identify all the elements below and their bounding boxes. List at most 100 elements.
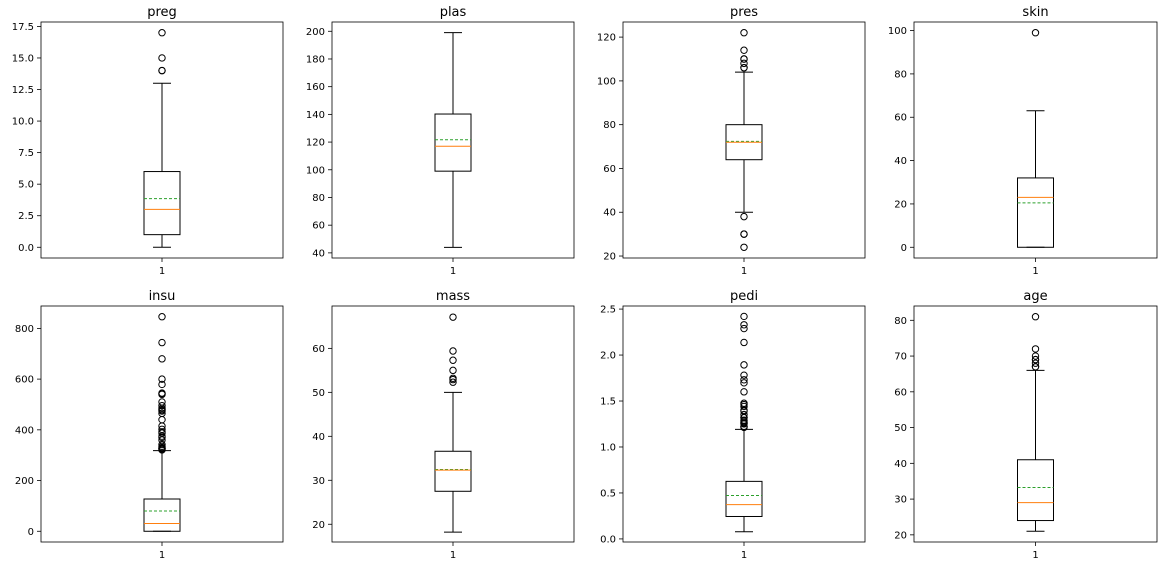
y-tick-label: 30: [894, 495, 907, 506]
y-tick-label: 800: [15, 324, 34, 335]
outlier-point: [158, 375, 166, 383]
y-tick-label: 100: [306, 165, 325, 176]
outlier-point: [740, 416, 748, 424]
outlier-point: [158, 54, 166, 62]
axes-frame: [331, 305, 575, 543]
outlier-point: [1031, 355, 1040, 364]
iqr-box: [143, 171, 181, 236]
y-tick-label: 600: [15, 375, 34, 386]
y-tick-label: 140: [306, 110, 325, 121]
outlier-point: [449, 378, 457, 386]
y-tick-label: 5.0: [18, 180, 34, 191]
y-tick-label: 40: [603, 208, 616, 219]
outlier-point: [740, 59, 748, 68]
x-tick-label: 1: [450, 550, 456, 561]
y-tick-label: 60: [312, 344, 325, 355]
y-tick-label: 120: [597, 33, 616, 44]
axes-frame: [622, 305, 866, 543]
x-tick-label: 1: [1032, 550, 1038, 561]
axes-frame: [331, 21, 575, 259]
outlier-point: [740, 321, 748, 329]
outlier-point: [158, 415, 166, 424]
y-tick-label: 400: [15, 425, 34, 436]
outlier-point: [740, 388, 748, 396]
outlier-point: [740, 399, 748, 407]
y-tick-label: 2.5: [18, 211, 34, 222]
y-tick-label: 20: [894, 530, 907, 541]
y-tick-label: 200: [306, 27, 325, 38]
y-tick-label: 70: [894, 352, 907, 363]
y-tick-label: 80: [312, 193, 325, 204]
outlier-point: [1031, 29, 1040, 37]
outlier-point: [1031, 359, 1040, 367]
iqr-box: [434, 450, 472, 492]
y-tick-label: 80: [603, 120, 616, 131]
outlier-point: [158, 440, 166, 449]
outlier-point: [740, 324, 748, 333]
axes-frame: [40, 21, 284, 259]
subplot-title: pedi: [730, 289, 758, 304]
y-tick-label: 160: [306, 82, 325, 93]
x-tick-label: 1: [1032, 266, 1038, 277]
outlier-point: [740, 46, 748, 54]
subplot-age: age 20 30 40 50 60 70 80 1: [894, 289, 1158, 561]
x-tick-label: 1: [159, 266, 165, 277]
y-tick-label: 60: [894, 113, 907, 124]
subplot-title: mass: [436, 289, 470, 304]
y-tick-label: 20: [312, 520, 325, 531]
outlier-point: [740, 243, 748, 251]
outlier-point: [158, 428, 166, 436]
subplot-pres: pres 20 40 60 80 100 120 1: [597, 5, 866, 277]
iqr-box: [434, 113, 472, 172]
subplot-pedi: pedi 0.0 0.5 1.0 1.5 2.0 2.5 1: [600, 289, 866, 561]
y-tick-label: 60: [894, 387, 907, 398]
outlier-point: [740, 371, 748, 379]
subplot-plas: plas 40 60 80 100 120 140 160 180 200 1: [306, 5, 575, 277]
y-tick-label: 2.5: [600, 305, 616, 316]
y-tick-label: 100: [888, 26, 907, 37]
outlier-point: [158, 29, 166, 37]
outlier-point: [158, 402, 166, 410]
outlier-point: [1031, 352, 1040, 360]
outlier-point: [158, 398, 166, 406]
axes-frame: [913, 21, 1158, 259]
outlier-point: [449, 374, 457, 382]
outlier-point: [740, 212, 748, 221]
y-tick-label: 10.0: [12, 117, 34, 128]
outlier-point: [158, 66, 166, 75]
x-tick-label: 1: [450, 266, 456, 277]
y-tick-label: 0: [901, 243, 907, 254]
outlier-point: [158, 338, 166, 347]
outlier-point: [449, 366, 457, 375]
outlier-point: [740, 410, 748, 419]
y-tick-label: 80: [894, 69, 907, 80]
subplot-skin: skin 0 20 40 60 80 100 1: [888, 5, 1158, 277]
outlier-point: [158, 409, 166, 418]
y-tick-label: 1.0: [600, 442, 616, 453]
outlier-point: [740, 406, 748, 414]
subplot-title: skin: [1022, 5, 1048, 20]
subplot-title: insu: [149, 289, 176, 304]
y-tick-label: 20: [603, 252, 616, 263]
outlier-point: [740, 64, 748, 72]
outlier-point: [158, 425, 166, 434]
outlier-point: [740, 379, 748, 387]
y-tick-label: 20: [894, 199, 907, 210]
y-tick-label: 50: [894, 423, 907, 434]
subplot-preg: preg 0.0 2.5 5.0 7.5 10.0 12.5 15.0 17.5 1: [12, 5, 284, 277]
y-tick-label: 1.5: [600, 397, 616, 408]
x-tick-label: 1: [741, 266, 747, 277]
outlier-point: [449, 347, 457, 355]
outlier-point: [740, 29, 748, 37]
subplot-title: pres: [730, 5, 758, 20]
outlier-point: [740, 312, 748, 321]
subplot-title: preg: [147, 5, 177, 20]
outlier-point: [1031, 345, 1040, 353]
outlier-point: [740, 338, 748, 347]
outlier-point: [449, 313, 457, 321]
iqr-box: [725, 480, 763, 517]
subplot-title: plas: [440, 5, 467, 20]
y-tick-label: 40: [894, 156, 907, 167]
iqr-box: [1017, 177, 1054, 248]
axes-frame: [40, 305, 284, 543]
